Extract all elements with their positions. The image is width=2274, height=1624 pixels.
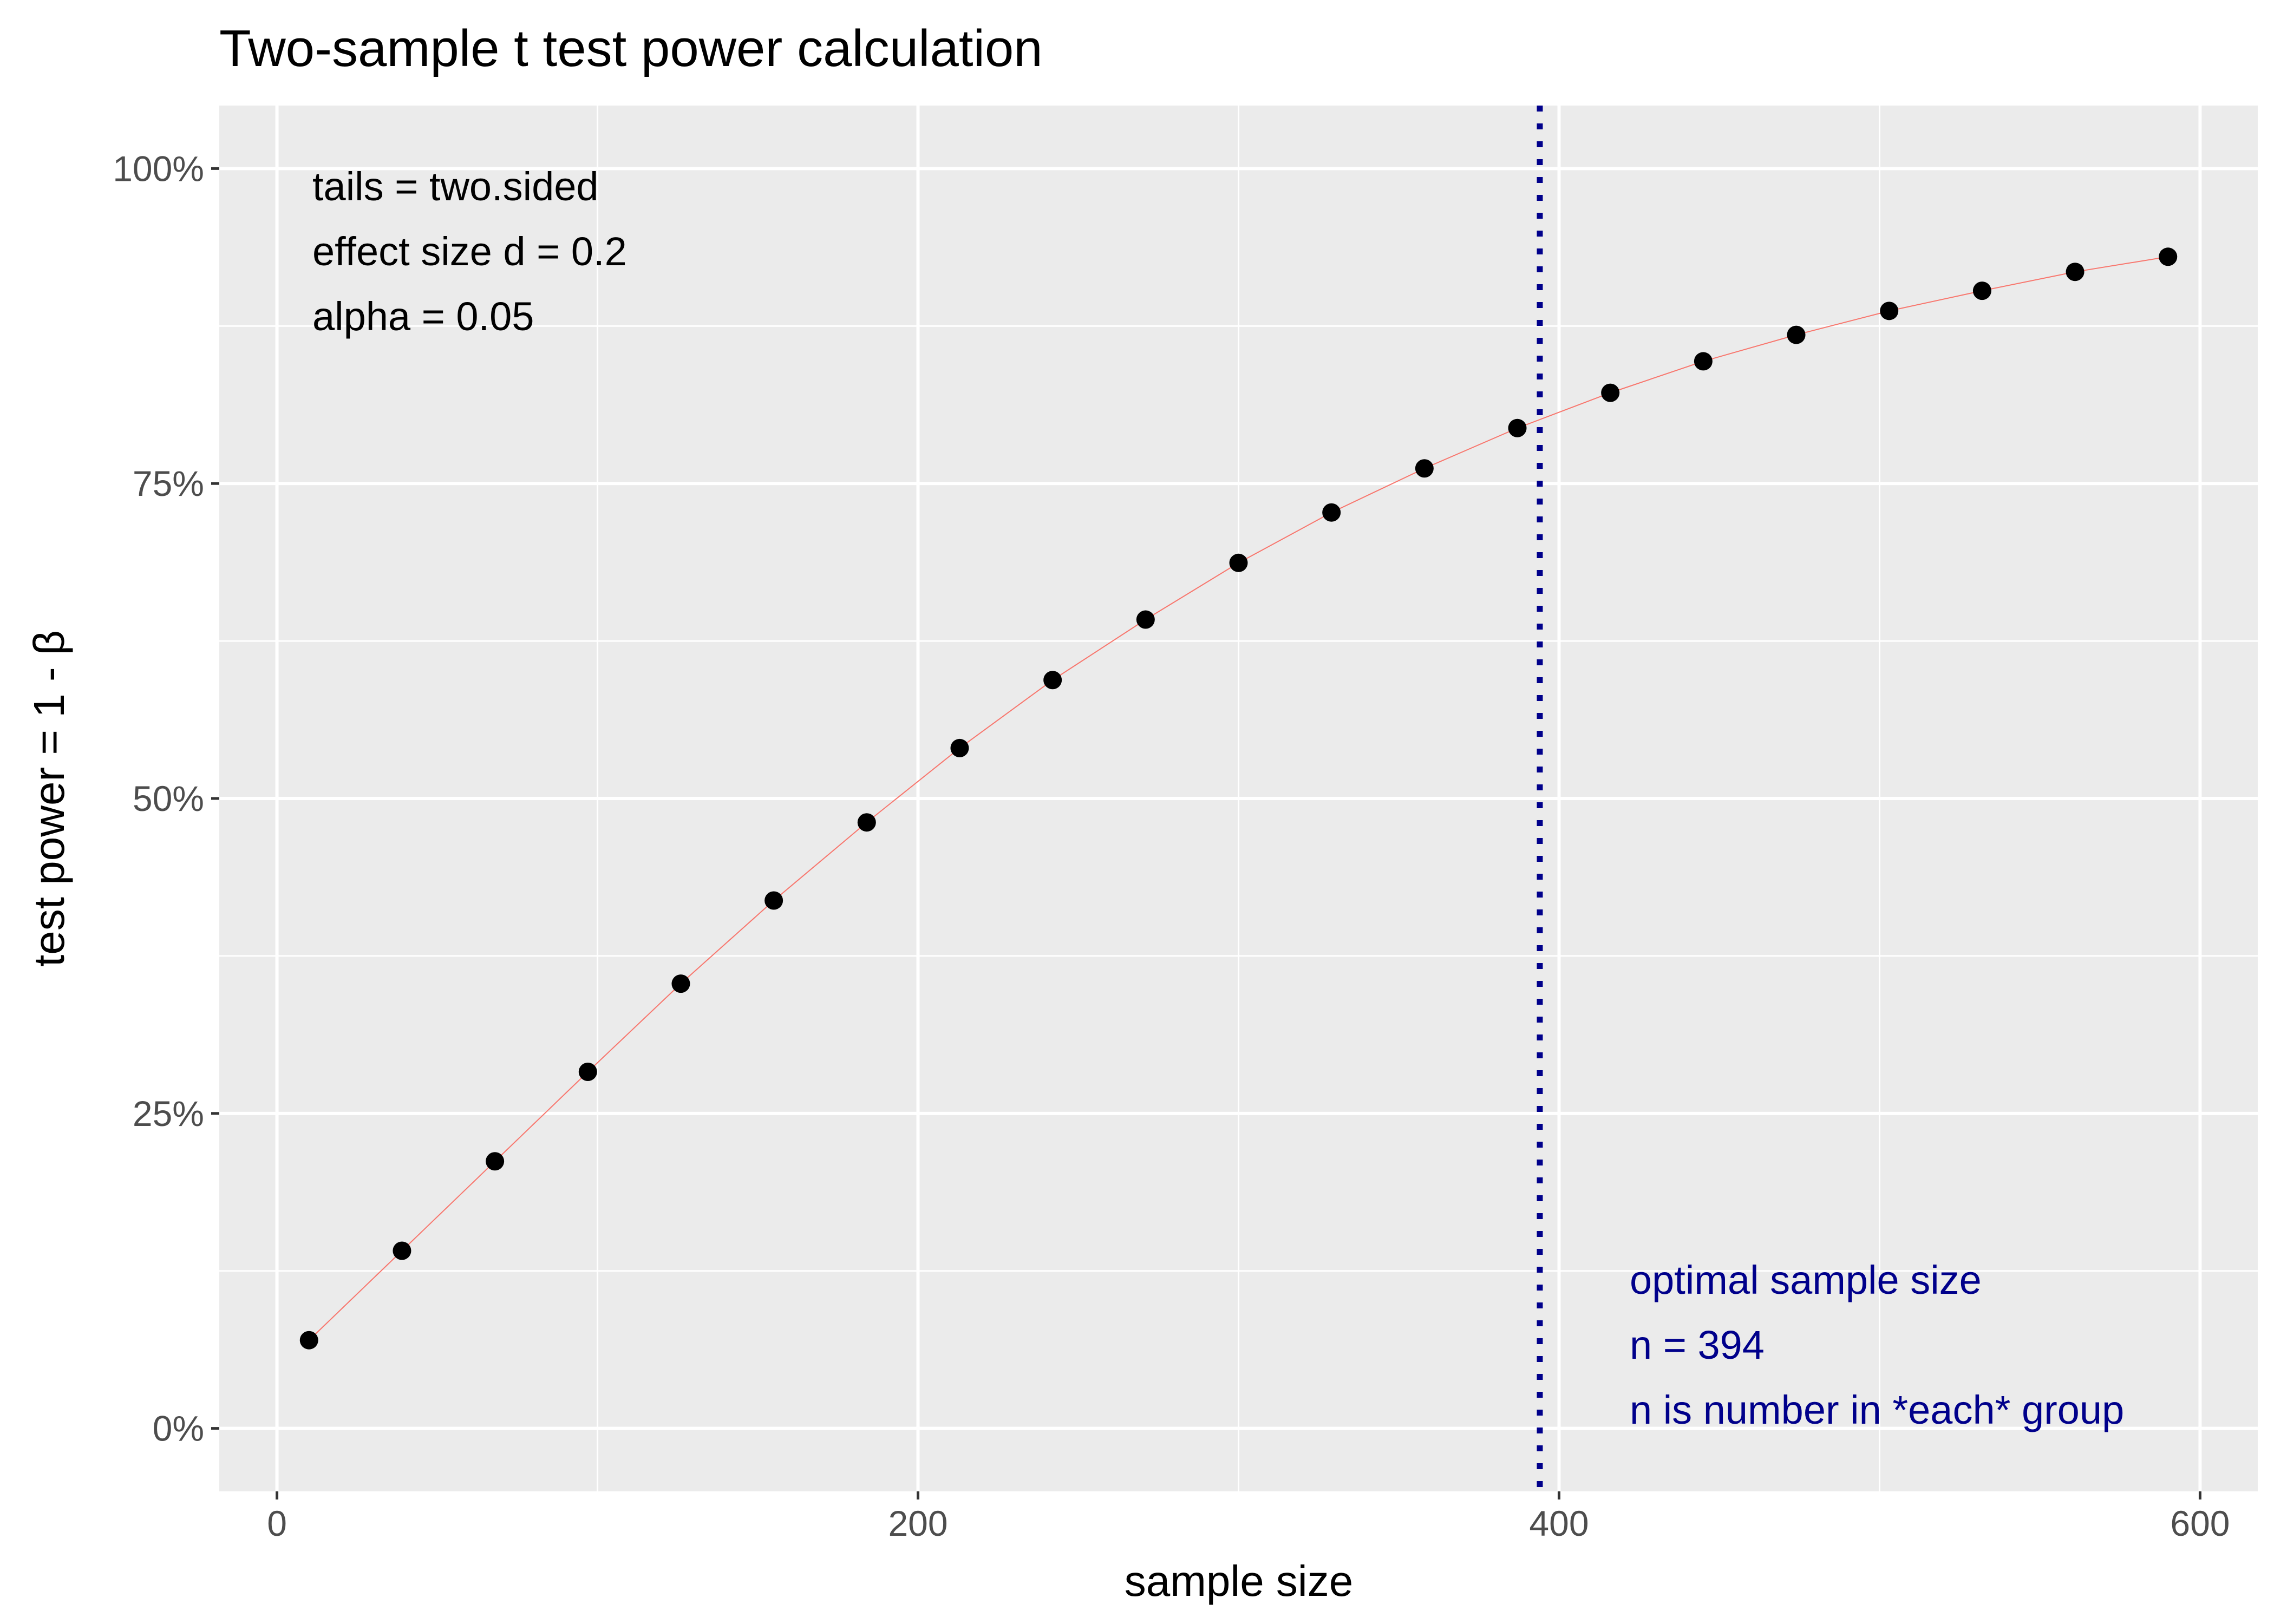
data-point (1694, 352, 1713, 371)
data-point (1229, 553, 1248, 572)
data-point (857, 813, 876, 832)
y-tick-label: 0% (153, 1409, 204, 1449)
annotation-optimal-n: n = 394 (1630, 1322, 1765, 1367)
data-point (1787, 325, 1806, 344)
data-point (299, 1331, 318, 1350)
x-tick-label: 200 (888, 1503, 948, 1543)
y-tick-label: 100% (113, 148, 204, 188)
y-axis-ticks: 0% 25% 50% 75% 100% (113, 148, 219, 1449)
y-axis-title: test power = 1 - β (25, 630, 73, 967)
data-point (764, 891, 783, 910)
annotation-alpha: alpha = 0.05 (312, 294, 534, 339)
data-point (1322, 503, 1341, 522)
data-point (1601, 383, 1620, 402)
y-tick-label: 50% (133, 778, 204, 818)
data-point (393, 1241, 411, 1260)
x-tick-label: 400 (1529, 1503, 1589, 1543)
data-point (2066, 263, 2084, 281)
annotation-tails: tails = two.sided (312, 164, 599, 209)
optimal-sample-annotation: optimal sample size n = 394 n is number … (1630, 1258, 2124, 1432)
data-point (671, 974, 690, 993)
data-point (1043, 671, 1062, 690)
parameter-annotation: tails = two.sided effect size d = 0.2 al… (312, 164, 627, 339)
y-tick-label: 25% (133, 1093, 204, 1134)
y-tick-label: 75% (133, 463, 204, 503)
data-points (299, 247, 2178, 1350)
x-axis-ticks: 0 200 400 600 (267, 1491, 2230, 1543)
x-tick-label: 600 (2170, 1503, 2230, 1543)
x-axis-title: sample size (1125, 1557, 1353, 1605)
annotation-each-group: n is number in *each* group (1630, 1387, 2124, 1432)
data-point (2159, 247, 2178, 266)
annotation-optimal-label: optimal sample size (1630, 1258, 1982, 1302)
annotation-effect-size: effect size d = 0.2 (312, 229, 627, 274)
chart-title: Two-sample t test power calculation (219, 19, 1043, 77)
data-point (1136, 610, 1155, 629)
data-point (486, 1152, 505, 1171)
data-point (1880, 302, 1899, 320)
data-point (578, 1063, 597, 1082)
data-point (1415, 459, 1434, 478)
major-gridlines (219, 106, 2258, 1491)
data-point (950, 738, 969, 757)
x-tick-label: 0 (267, 1503, 287, 1543)
data-point (1972, 281, 1991, 300)
data-point (1508, 418, 1527, 437)
